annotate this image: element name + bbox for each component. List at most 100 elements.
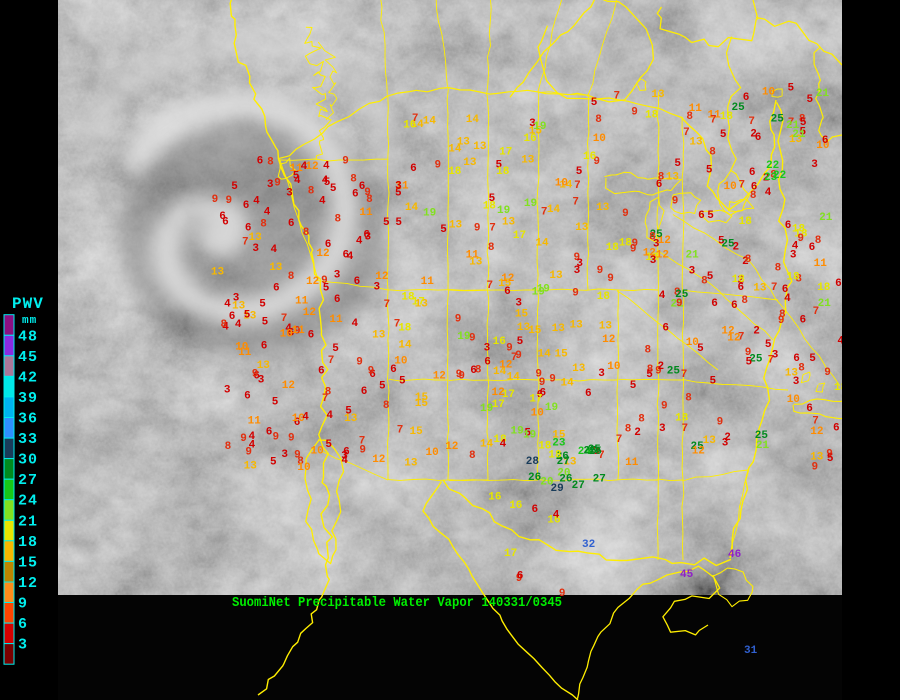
- svg-text:9: 9: [240, 433, 247, 445]
- svg-text:13: 13: [666, 172, 680, 184]
- svg-text:16: 16: [509, 500, 522, 512]
- svg-text:5: 5: [707, 271, 714, 283]
- svg-text:9: 9: [824, 367, 831, 379]
- svg-text:13: 13: [552, 323, 566, 335]
- svg-text:27: 27: [18, 472, 38, 489]
- svg-text:3: 3: [281, 449, 288, 461]
- svg-text:21: 21: [819, 212, 833, 224]
- svg-text:17: 17: [499, 146, 512, 158]
- svg-text:9: 9: [661, 400, 668, 412]
- svg-text:6: 6: [361, 386, 368, 398]
- svg-text:9: 9: [622, 208, 629, 220]
- svg-text:17: 17: [529, 393, 542, 405]
- svg-text:7: 7: [768, 355, 775, 367]
- svg-text:6: 6: [698, 210, 705, 222]
- svg-text:45: 45: [18, 349, 38, 366]
- svg-text:25: 25: [583, 446, 597, 458]
- svg-text:23: 23: [552, 438, 566, 450]
- svg-text:4: 4: [765, 187, 772, 199]
- svg-text:18: 18: [619, 238, 633, 250]
- svg-text:9: 9: [274, 178, 281, 190]
- svg-text:4: 4: [323, 161, 330, 173]
- svg-text:18: 18: [538, 440, 552, 452]
- svg-text:12: 12: [282, 380, 295, 392]
- svg-text:14: 14: [561, 378, 575, 390]
- svg-text:8: 8: [488, 242, 495, 254]
- svg-text:4: 4: [264, 206, 271, 218]
- svg-text:30: 30: [18, 452, 38, 469]
- svg-text:8: 8: [779, 309, 786, 321]
- svg-text:7: 7: [242, 236, 249, 248]
- svg-text:14: 14: [547, 204, 561, 216]
- svg-text:3: 3: [598, 368, 605, 380]
- svg-text:10: 10: [607, 361, 620, 373]
- svg-text:9: 9: [455, 314, 462, 326]
- svg-text:7: 7: [681, 369, 688, 381]
- svg-text:5: 5: [324, 177, 331, 189]
- svg-text:4: 4: [249, 431, 256, 443]
- svg-text:19: 19: [523, 430, 536, 442]
- svg-text:12: 12: [316, 248, 329, 260]
- svg-text:13: 13: [372, 330, 386, 342]
- svg-text:6: 6: [352, 189, 359, 201]
- svg-text:3: 3: [252, 243, 259, 255]
- svg-text:13: 13: [517, 322, 531, 334]
- svg-text:2: 2: [750, 129, 757, 141]
- svg-text:6: 6: [749, 167, 756, 179]
- svg-text:14: 14: [507, 371, 521, 383]
- svg-text:8: 8: [798, 363, 805, 375]
- svg-text:5: 5: [440, 224, 447, 236]
- svg-text:8: 8: [595, 114, 602, 126]
- svg-text:3: 3: [395, 181, 402, 193]
- svg-text:8: 8: [625, 423, 632, 435]
- svg-text:5: 5: [262, 317, 269, 329]
- svg-text:36: 36: [18, 411, 38, 428]
- svg-text:18: 18: [18, 534, 38, 551]
- svg-text:12: 12: [810, 426, 823, 438]
- svg-text:14: 14: [398, 339, 412, 351]
- svg-text:12: 12: [501, 273, 514, 285]
- svg-text:13: 13: [269, 262, 283, 274]
- svg-text:9: 9: [458, 370, 465, 382]
- svg-text:25: 25: [755, 430, 769, 442]
- svg-text:19: 19: [545, 402, 558, 414]
- svg-text:48: 48: [18, 328, 38, 345]
- svg-text:2: 2: [753, 325, 760, 337]
- svg-text:18: 18: [398, 323, 412, 335]
- svg-text:5: 5: [345, 406, 352, 418]
- svg-text:5: 5: [330, 183, 337, 195]
- svg-text:8: 8: [741, 295, 748, 307]
- svg-text:11: 11: [248, 416, 262, 428]
- svg-text:3: 3: [365, 231, 372, 243]
- svg-text:6: 6: [261, 340, 268, 352]
- svg-text:6: 6: [517, 571, 524, 583]
- svg-text:9: 9: [212, 194, 219, 206]
- svg-text:9: 9: [288, 433, 295, 445]
- svg-text:6: 6: [354, 276, 361, 288]
- svg-text:7: 7: [412, 113, 419, 125]
- svg-text:9: 9: [559, 588, 566, 600]
- svg-text:2: 2: [658, 361, 665, 373]
- svg-text:9: 9: [717, 417, 724, 429]
- svg-text:5: 5: [788, 83, 795, 95]
- svg-text:17: 17: [412, 296, 425, 308]
- svg-text:24: 24: [18, 493, 38, 510]
- svg-text:5: 5: [379, 381, 386, 393]
- svg-text:3: 3: [659, 423, 666, 435]
- svg-text:19: 19: [480, 403, 493, 415]
- svg-text:8: 8: [383, 400, 390, 412]
- svg-text:19: 19: [423, 207, 436, 219]
- svg-text:19: 19: [537, 283, 550, 295]
- svg-text:12: 12: [656, 250, 669, 262]
- svg-text:18: 18: [597, 291, 611, 303]
- svg-text:10: 10: [724, 181, 737, 193]
- svg-text:5: 5: [395, 217, 402, 229]
- svg-text:5: 5: [710, 375, 717, 387]
- svg-text:19: 19: [524, 198, 537, 210]
- svg-text:5: 5: [646, 369, 653, 381]
- svg-text:17: 17: [504, 548, 517, 560]
- svg-text:6: 6: [743, 92, 750, 104]
- svg-text:21: 21: [686, 250, 700, 262]
- svg-text:13: 13: [689, 136, 703, 148]
- svg-text:6: 6: [334, 294, 341, 306]
